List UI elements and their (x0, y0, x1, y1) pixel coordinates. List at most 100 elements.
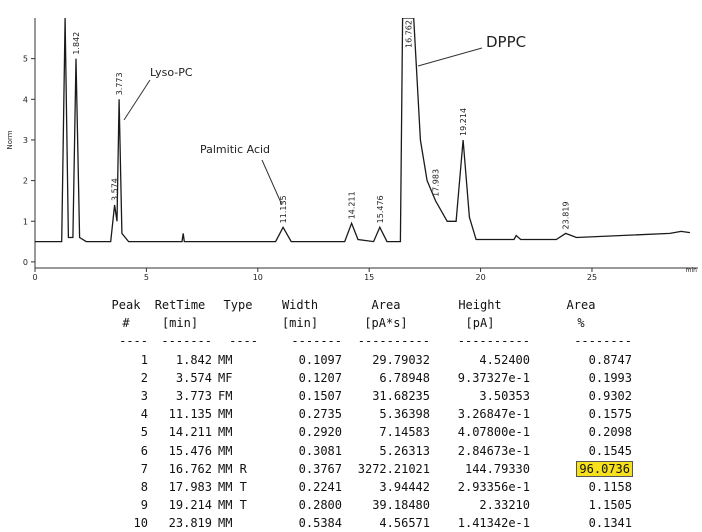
y-tick-label: 1 (23, 217, 28, 226)
y-tick-label: 0 (23, 258, 28, 267)
table-cell: 16.762 (168, 461, 212, 476)
table-cell: 0.5384 (298, 516, 342, 531)
chart: Norm min Lyso-PC Palmitic Acid DPPC 0123… (6, 18, 698, 282)
highlighted-value: 96.0736 (576, 460, 633, 477)
peak-label: 17.983 (432, 169, 441, 197)
peak-label: 11.135 (279, 195, 288, 223)
table-cell: FM (218, 389, 233, 404)
table-cell: Width (281, 298, 319, 313)
table-cell: 6 (140, 443, 148, 458)
table-cell: [min] (161, 316, 199, 331)
results-table: Peak RetTime Type Width Area Height Area # [min]… (104, 296, 633, 532)
table-cell: 4.56571 (379, 516, 430, 531)
table-cell: 9 (140, 498, 148, 513)
table-cell: MM T (218, 498, 247, 513)
table-row: ---- ------- ---- ------- ---------- --------… (104, 332, 632, 350)
table-row: # [min] [min] [pA*s] [pA]% (104, 314, 632, 332)
y-tick-label: 2 (23, 177, 28, 186)
table-cell: 11.135 (168, 407, 212, 422)
x-axis-unit: min (686, 267, 698, 274)
table-cell: MM (218, 352, 233, 367)
table-cell: 0.2098 (588, 425, 632, 440)
table-cell: MM R (218, 461, 247, 476)
table-cell: -------- (574, 334, 632, 349)
table-cell: 15.476 (168, 443, 212, 458)
callout: Lyso-PC (150, 66, 193, 79)
callout: DPPC (486, 33, 526, 51)
callout-line (123, 79, 151, 121)
table-cell: 8 (140, 479, 148, 494)
table-cell: 4 (140, 407, 148, 422)
table-row: Peak RetTime Type Width Area Height Area (104, 296, 632, 314)
table-cell: 7 (140, 461, 148, 476)
table-row: 7 16.762 MM R 0.3767 3272.21021 144.79330 96.0… (104, 460, 633, 478)
table-cell: 2.33210 (479, 498, 530, 513)
table-cell: 3.50353 (479, 389, 530, 404)
table-cell: 0.3081 (298, 443, 342, 458)
table-cell: MM T (218, 479, 247, 494)
table-cell: 5.36398 (379, 407, 430, 422)
table-cell: MM (218, 407, 233, 422)
table-cell: ---------- (457, 334, 530, 349)
peak-label: 3.773 (115, 72, 124, 95)
table-cell: 96.0736 (530, 460, 633, 478)
table-cell: 0.2735 (298, 407, 342, 422)
table-cell: 5 (140, 425, 148, 440)
table-cell: Area (371, 298, 401, 313)
table-cell: 1.41342e-1 (457, 516, 530, 531)
table-row: 6 15.476 MM 0.3081 5.26313 2.84673e-1 0.1545 (104, 442, 632, 460)
table-cell: 14.211 (168, 425, 212, 440)
table-cell: Area (566, 298, 596, 313)
table-cell: 3 (140, 389, 148, 404)
table-cell: Height (458, 298, 502, 313)
table-row: 10 23.819 MM 0.5384 4.56571 1.41342e-1 0.1341 (104, 514, 632, 532)
table-cell: 0.2800 (298, 498, 342, 513)
table-cell: ------- (161, 334, 212, 349)
table-cell: [min] (281, 316, 319, 331)
y-tick-label: 3 (23, 136, 28, 145)
table-cell: RetTime (154, 298, 206, 313)
table-cell: 0.9302 (588, 389, 632, 404)
table-cell: 0.1507 (298, 389, 342, 404)
x-tick-label: 0 (32, 273, 37, 282)
peak-label: 23.819 (562, 201, 571, 229)
peak-label: 3.574 (111, 178, 120, 201)
table-cell: MM (218, 425, 233, 440)
table-cell: 3.94442 (379, 479, 430, 494)
table-cell: 0.1575 (588, 407, 632, 422)
table-cell: ---- (229, 334, 258, 349)
table-cell: 0.1097 (298, 352, 342, 367)
table-cell: 4.07800e-1 (457, 425, 530, 440)
y-tick-label: 4 (23, 95, 28, 104)
table-cell: 31.68235 (372, 389, 430, 404)
table-cell: 0.1341 (588, 516, 632, 531)
table-cell: 19.214 (168, 498, 212, 513)
table-cell: 0.2241 (298, 479, 342, 494)
table-cell: 7.14583 (379, 425, 430, 440)
table-cell: 3.26847e-1 (457, 407, 530, 422)
table-cell: Peak (111, 298, 141, 313)
y-tick-label: 5 (23, 55, 28, 64)
table-cell (212, 314, 258, 332)
table-cell: 4.52400 (479, 352, 530, 367)
x-tick-label: 25 (587, 273, 597, 282)
table-cell: 3.574 (175, 370, 212, 385)
x-tick-label: 20 (475, 273, 485, 282)
peak-label: 1.842 (72, 32, 81, 55)
table-cell: 0.8747 (588, 352, 632, 367)
table-row: 2 3.574 MF 0.1207 6.78948 9.37327e-1 0.1993 (104, 369, 632, 387)
table-cell: 29.79032 (372, 352, 430, 367)
table-cell: [pA*s] (364, 316, 408, 331)
table-cell: ---------- (357, 334, 430, 349)
table-cell: 1 (140, 352, 148, 367)
table-cell: 144.79330 (464, 461, 530, 476)
table-cell: 39.18480 (372, 498, 430, 513)
table-cell: 0.1158 (588, 479, 632, 494)
callout-line (261, 159, 283, 206)
callout: Palmitic Acid (200, 143, 270, 156)
table-cell: # (122, 316, 130, 331)
table-cell: 9.37327e-1 (457, 370, 530, 385)
table-cell: MM (218, 516, 233, 531)
table-cell: 0.3767 (298, 461, 342, 476)
